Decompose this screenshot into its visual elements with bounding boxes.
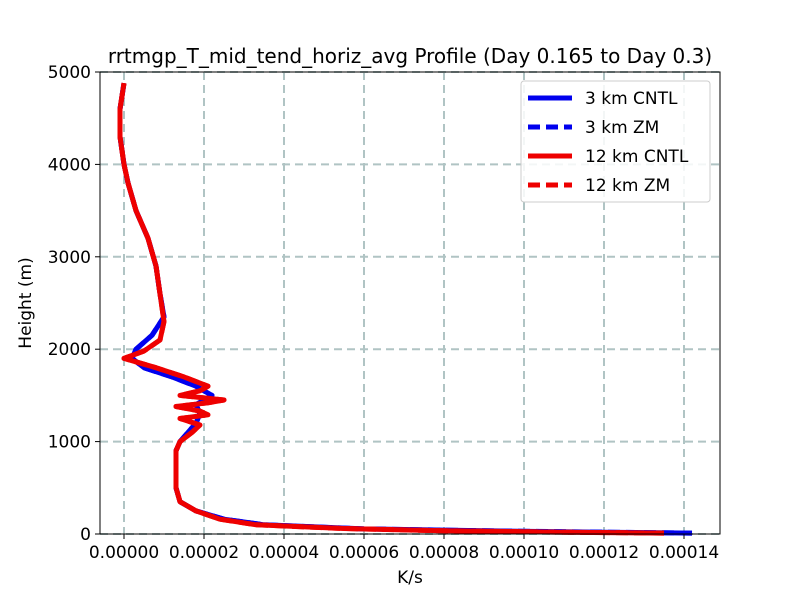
legend-label: 12 km CNTL (585, 147, 689, 167)
x-ticks: 0.00000 0.00002 0.00004 0.00006 0.00008 0.000… (89, 534, 719, 563)
x-tick-label: 0.00012 (569, 543, 639, 563)
legend-box (520, 80, 711, 203)
x-tick-label: 0.00006 (329, 543, 399, 563)
y-tick-label: 1000 (48, 433, 91, 453)
legend-label: 3 km CNTL (585, 89, 678, 109)
x-tick-label: 0.00000 (89, 543, 159, 563)
x-tick-label: 0.00010 (489, 543, 559, 563)
y-ticks: 0 1000 2000 3000 4000 5000 (48, 63, 100, 545)
x-tick-label: 0.00004 (249, 543, 319, 563)
y-axis-label: Height (m) (16, 257, 36, 348)
series-layer (117, 82, 693, 536)
x-tick-label: 0.00014 (649, 543, 719, 563)
grid (100, 71, 720, 535)
y-tick-label: 0 (80, 525, 91, 545)
legend-label: 3 km ZM (585, 118, 659, 138)
y-tick-label: 5000 (48, 63, 91, 83)
x-tick-label: 0.00002 (169, 543, 239, 563)
y-tick-label: 4000 (48, 155, 91, 175)
y-tick-label: 2000 (48, 340, 91, 360)
y-tick-label: 3000 (48, 248, 91, 268)
legend: 3 km CNTL 3 km ZM 12 km CNTL 12 km ZM (520, 80, 711, 203)
chart-title: rrtmgp_T_mid_tend_horiz_avg Profile (Day… (108, 44, 712, 68)
x-tick-label: 0.00008 (409, 543, 479, 563)
series-line-4 (117, 82, 665, 536)
plot-frame (99, 71, 721, 535)
x-axis-label: K/s (397, 568, 423, 588)
legend-label: 12 km ZM (585, 176, 670, 196)
